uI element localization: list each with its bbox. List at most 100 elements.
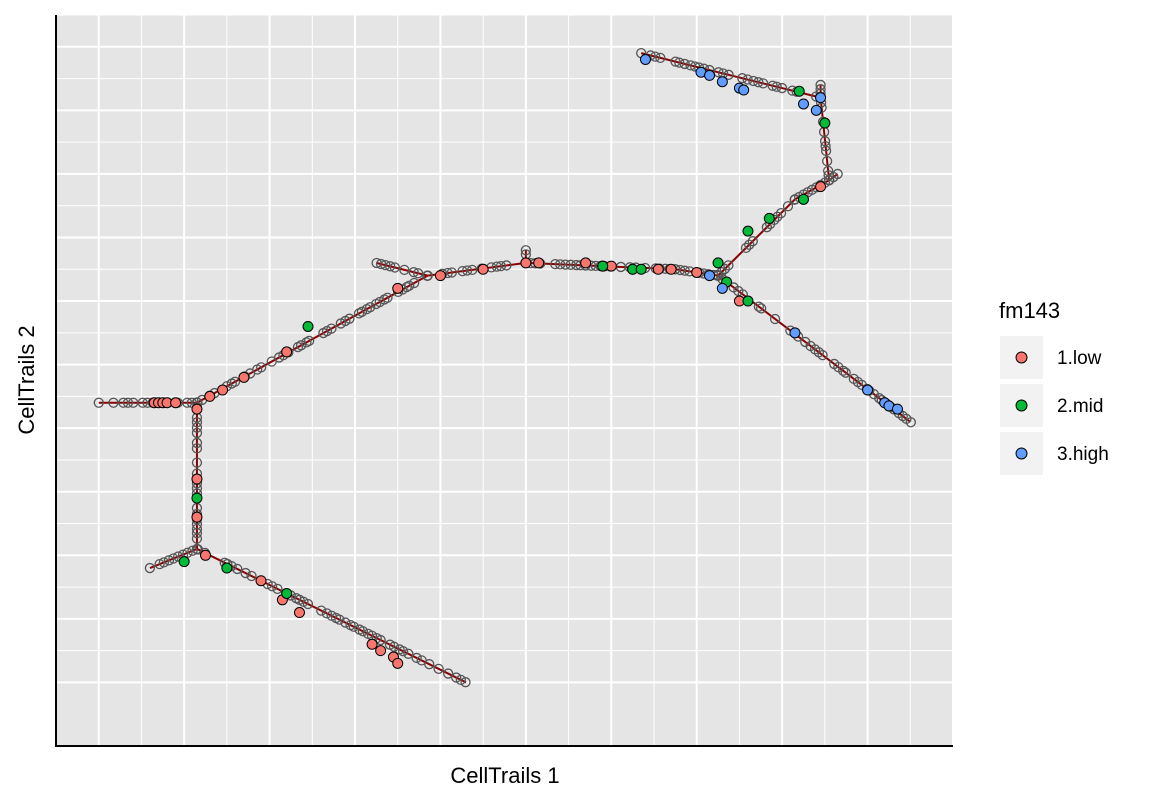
unlabeled-cell-point	[769, 313, 781, 325]
unlabeled-cell-point	[565, 259, 576, 270]
unlabeled-cell-point	[397, 646, 409, 657]
data-point-1-low	[375, 645, 387, 657]
unlabeled-cell-point	[375, 634, 386, 646]
unlabeled-cell-point	[412, 268, 424, 279]
unlabeled-cell-point	[670, 56, 681, 67]
data-point-1-low	[204, 390, 216, 402]
unlabeled-cell-point	[357, 626, 369, 637]
unlabeled-cell-point	[837, 365, 849, 376]
unlabeled-cell-point	[389, 262, 401, 273]
unlabeled-cell-point	[753, 77, 764, 88]
unlabeled-cell-point	[655, 52, 666, 64]
data-point-1-low	[580, 257, 592, 269]
data-point-1-low	[191, 403, 203, 415]
unlabeled-cell-point	[304, 335, 315, 347]
trajectory-segment	[717, 198, 796, 277]
data-point-1-low	[238, 371, 250, 383]
unlabeled-cell-point	[321, 608, 333, 619]
data-point-1-low	[533, 257, 545, 269]
unlabeled-cell-point	[182, 397, 193, 408]
unlabeled-cell-point	[491, 261, 502, 272]
data-point-1-low	[520, 257, 532, 269]
data-point-2-mid	[635, 263, 647, 275]
unlabeled-cell-point	[550, 259, 561, 270]
panel-background	[56, 15, 953, 746]
unlabeled-cell-point	[326, 323, 337, 334]
unlabeled-cell-point	[191, 417, 203, 428]
data-point-1-low	[477, 263, 489, 275]
unlabeled-cell-point	[191, 457, 203, 468]
unlabeled-cell-point	[744, 239, 755, 250]
data-point-2-mid	[281, 587, 293, 599]
unlabeled-cell-point	[334, 614, 345, 625]
data-point-1-low	[815, 181, 827, 193]
unlabeled-cell-point	[457, 265, 468, 277]
unlabeled-cell-point	[409, 277, 420, 289]
labeled-cells	[148, 53, 903, 669]
unlabeled-cell-point	[388, 641, 400, 652]
unlabeled-cell-point	[758, 78, 769, 89]
data-point-1-low	[392, 657, 404, 669]
unlabeled-cell-point	[748, 75, 759, 87]
unlabeled-cell-point	[723, 260, 734, 271]
unlabeled-cell-point	[756, 303, 767, 314]
unlabeled-cell-point	[737, 73, 748, 84]
unlabeled-cell-point	[108, 397, 119, 408]
unlabeled-cell-point	[520, 245, 532, 256]
unlabeled-cell-point	[775, 207, 787, 219]
unlabeled-cell-point	[382, 292, 393, 303]
unlabeled-cell-point	[411, 652, 422, 664]
unlabeled-cell-point	[191, 437, 203, 449]
data-point-3-high	[704, 270, 716, 282]
data-point-3-high	[815, 92, 827, 104]
data-point-3-high	[738, 84, 750, 96]
unlabeled-cell-point	[356, 306, 368, 317]
unlabeled-cell-point	[229, 376, 241, 387]
data-point-1-low	[191, 473, 203, 485]
unlabeled-cell-point	[679, 58, 690, 70]
unlabeled-cell-point	[840, 367, 851, 378]
data-point-2-mid	[597, 260, 609, 272]
unlabeled-cell-point	[719, 263, 730, 275]
data-point-1-low	[366, 638, 378, 650]
data-point-1-low	[217, 384, 229, 396]
unlabeled-cell-point	[191, 422, 203, 433]
unlabeled-cell-point	[137, 397, 148, 408]
unlabeled-cell-point	[815, 79, 826, 91]
unlabeled-cell-point	[267, 581, 278, 592]
data-point-3-high	[704, 69, 716, 81]
unlabeled-cell-point	[460, 677, 471, 688]
data-point-1-low	[255, 575, 267, 587]
data-point-2-mid	[798, 193, 809, 205]
unlabeled-cell-point	[191, 443, 203, 454]
unlabeled-cell-point	[689, 61, 701, 72]
unlabeled-cell-point	[340, 617, 351, 628]
data-point-3-high	[798, 98, 809, 110]
unlabeled-cell-point	[560, 259, 571, 270]
unlabeled-cell-point	[433, 663, 444, 674]
unlabeled-cell-point	[817, 349, 828, 361]
legend-key-symbol	[1015, 399, 1028, 412]
legend-label: 3.high	[1057, 444, 1109, 465]
unlabeled-cell-point	[753, 301, 764, 312]
unlabeled-cell-point	[232, 563, 243, 575]
unlabeled-cell-point	[501, 260, 512, 271]
unlabeled-cell-point	[674, 57, 685, 68]
unlabeled-cell-point	[679, 265, 690, 276]
legend-title: fm143	[999, 298, 1060, 323]
unlabeled-cell-point	[767, 80, 778, 91]
data-point-1-low	[200, 549, 211, 561]
unlabeled-cell-point	[118, 397, 129, 408]
data-point-1-low	[281, 346, 293, 358]
unlabeled-cell-point	[295, 340, 307, 351]
x-axis-label: CellTrails 1	[450, 763, 559, 788]
unlabeled-cell-point	[301, 337, 312, 348]
legend: fm143 1.low 2.mid 3.high	[999, 298, 1109, 475]
data-point-3-high	[716, 76, 728, 88]
data-point-3-high	[810, 104, 822, 116]
unlabeled-cell-point	[191, 527, 203, 539]
unlabeled-cell-point	[380, 260, 391, 271]
unlabeled-cell-point	[905, 417, 916, 428]
data-point-2-mid	[742, 225, 754, 237]
